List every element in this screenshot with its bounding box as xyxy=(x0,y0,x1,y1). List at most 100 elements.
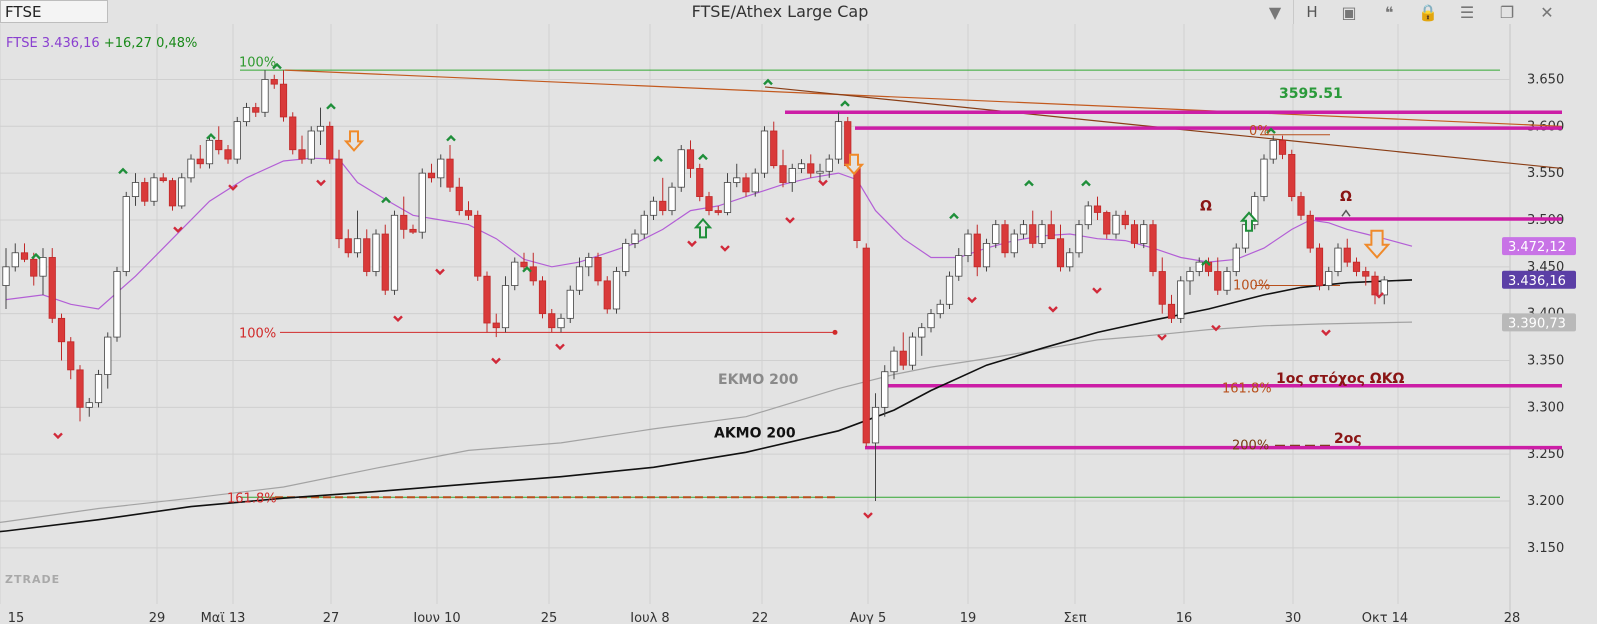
bearish-marker xyxy=(720,245,730,252)
orange-arrow-icon xyxy=(343,130,365,152)
candle xyxy=(927,313,935,329)
price-chart[interactable]: 3.6503.6003.5503.5003.4503.4003.3503.300… xyxy=(0,24,1597,624)
bearish-marker xyxy=(1048,306,1058,313)
candle xyxy=(705,196,713,212)
candle xyxy=(372,233,380,272)
level-3595-label: 3595.51 xyxy=(1279,86,1343,102)
candle xyxy=(279,83,288,118)
bullish-marker xyxy=(653,155,663,163)
candle xyxy=(1232,247,1240,272)
bearish-marker xyxy=(863,512,873,519)
x-tick-label: 15 xyxy=(8,611,25,624)
candle xyxy=(548,313,556,329)
candle xyxy=(733,177,741,183)
candle xyxy=(437,158,445,179)
x-tick-label: Σεπ xyxy=(1063,611,1086,624)
candle xyxy=(575,266,584,291)
candle xyxy=(899,350,907,366)
fib-100-label-top: 100% xyxy=(239,55,276,70)
candle xyxy=(1214,271,1222,291)
candle xyxy=(529,266,537,282)
candle xyxy=(751,172,759,193)
restore-window-icon[interactable]: ❐ xyxy=(1499,2,1515,22)
price-tag xyxy=(1502,313,1576,332)
bullish-marker xyxy=(381,196,391,204)
x-tick-label: Οκτ 14 xyxy=(1362,611,1408,624)
ticker-readout: FTSE 3.436,16 +16,27 0,48% xyxy=(6,36,197,51)
candle xyxy=(270,79,278,85)
panel-icon[interactable]: ▣ xyxy=(1341,2,1357,22)
fib-100-label-mid: 100% xyxy=(239,326,276,341)
x-tick-label: 27 xyxy=(323,611,340,624)
candle xyxy=(668,186,676,212)
close-icon[interactable]: ✕ xyxy=(1540,2,1554,22)
candle xyxy=(807,163,815,174)
candle xyxy=(492,322,500,329)
candle xyxy=(631,233,639,244)
candle xyxy=(1334,247,1342,272)
h-button[interactable]: H xyxy=(1306,3,1318,21)
candle xyxy=(908,336,917,366)
x-tick-label: 29 xyxy=(149,611,166,624)
dropdown-arrow-icon[interactable]: ▼ xyxy=(1268,2,1282,22)
y-tick-label: 3.300 xyxy=(1527,400,1564,415)
candle xyxy=(501,285,510,329)
candle xyxy=(104,336,112,375)
candle xyxy=(390,214,399,291)
candle xyxy=(686,149,695,169)
candle xyxy=(1352,261,1361,272)
candle xyxy=(973,233,981,268)
candle xyxy=(242,107,251,123)
candle xyxy=(20,252,29,260)
bullish-marker xyxy=(522,265,532,273)
candle xyxy=(1149,224,1157,272)
candle xyxy=(603,280,611,310)
candle xyxy=(955,255,963,277)
bearish-marker xyxy=(1211,324,1221,332)
candle xyxy=(252,107,260,113)
candle xyxy=(566,289,574,319)
candle xyxy=(418,172,426,233)
candle xyxy=(557,317,565,329)
candle xyxy=(1380,279,1388,296)
candle xyxy=(381,233,389,291)
bearish-marker xyxy=(435,268,445,276)
x-tick-label: 19 xyxy=(960,611,977,624)
lock-icon[interactable]: 🔒 xyxy=(1418,2,1438,22)
candle xyxy=(1019,224,1028,235)
candle xyxy=(1306,214,1314,249)
candle xyxy=(1167,303,1176,319)
candle xyxy=(2,266,10,286)
candle xyxy=(511,261,519,286)
candle xyxy=(455,186,463,212)
candle xyxy=(612,271,621,310)
symbol-input[interactable]: FTSE xyxy=(0,0,108,23)
candle xyxy=(11,252,19,268)
ekmo-200-line xyxy=(0,321,1413,523)
candle xyxy=(85,402,93,408)
candle xyxy=(1103,212,1111,235)
menu-icon[interactable]: ☰ xyxy=(1459,2,1475,22)
candle xyxy=(853,168,861,241)
y-tick-label: 3.650 xyxy=(1527,72,1564,87)
candle xyxy=(316,125,325,132)
x-tick-label: Μαϊ 13 xyxy=(201,611,246,624)
candle xyxy=(307,130,315,160)
trend-line-upper xyxy=(284,69,1563,127)
bullish-marker xyxy=(949,212,959,220)
candle xyxy=(834,121,843,160)
candle xyxy=(797,163,806,169)
candle xyxy=(862,247,870,444)
x-tick-label: 30 xyxy=(1285,611,1302,624)
y-tick-label: 3.550 xyxy=(1527,166,1564,181)
candle xyxy=(30,258,38,277)
bearish-marker xyxy=(1321,329,1331,337)
candle xyxy=(400,214,408,230)
candle xyxy=(1029,224,1037,244)
toolbar: FTSE FTSE/Athex Large Cap ▼ H ▣ ❝ 🔒 ☰ ❐ … xyxy=(0,0,1597,25)
candle xyxy=(1297,196,1305,216)
comment-icon[interactable]: ❝ xyxy=(1384,2,1394,22)
price-tag xyxy=(1502,270,1576,289)
candle xyxy=(1362,271,1370,277)
x-tick-label: Ιουλ 8 xyxy=(630,611,669,624)
